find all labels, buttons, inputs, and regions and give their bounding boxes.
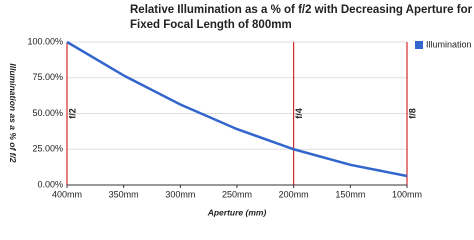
y-tick-label: 0.00% [37, 179, 63, 189]
x-tick-label: 350mm [109, 189, 139, 199]
y-tick-label: 100.00% [27, 36, 63, 46]
x-tick-label: 100mm [392, 189, 422, 199]
x-tick-label: 250mm [222, 189, 252, 199]
y-tick-label: 75.00% [32, 72, 63, 82]
y-tick-label: 25.00% [32, 144, 63, 154]
x-axis-title: Aperture (mm) [207, 207, 267, 217]
legend-swatch [415, 41, 423, 49]
reference-label: f/8 [407, 108, 417, 119]
x-tick-label: 200mm [279, 189, 309, 199]
legend-label: Illumination [426, 39, 472, 49]
chart: Relative Illumination as a % of f/2 with… [8, 4, 474, 217]
x-tick-label: 150mm [335, 189, 365, 199]
chart-title: Fixed Focal Length of 800mm [130, 19, 292, 31]
x-tick-label: 300mm [165, 189, 195, 199]
x-tick-label: 400mm [52, 189, 82, 199]
y-axis-title: Illumination as a % of f/2 [8, 63, 18, 162]
line-series [66, 40, 408, 178]
y-tick-label: 50.00% [32, 108, 63, 118]
reference-label: f/4 [294, 108, 304, 119]
chart-title: Relative Illumination as a % of f/2 with… [130, 4, 474, 16]
reference-label: f/2 [67, 108, 77, 119]
